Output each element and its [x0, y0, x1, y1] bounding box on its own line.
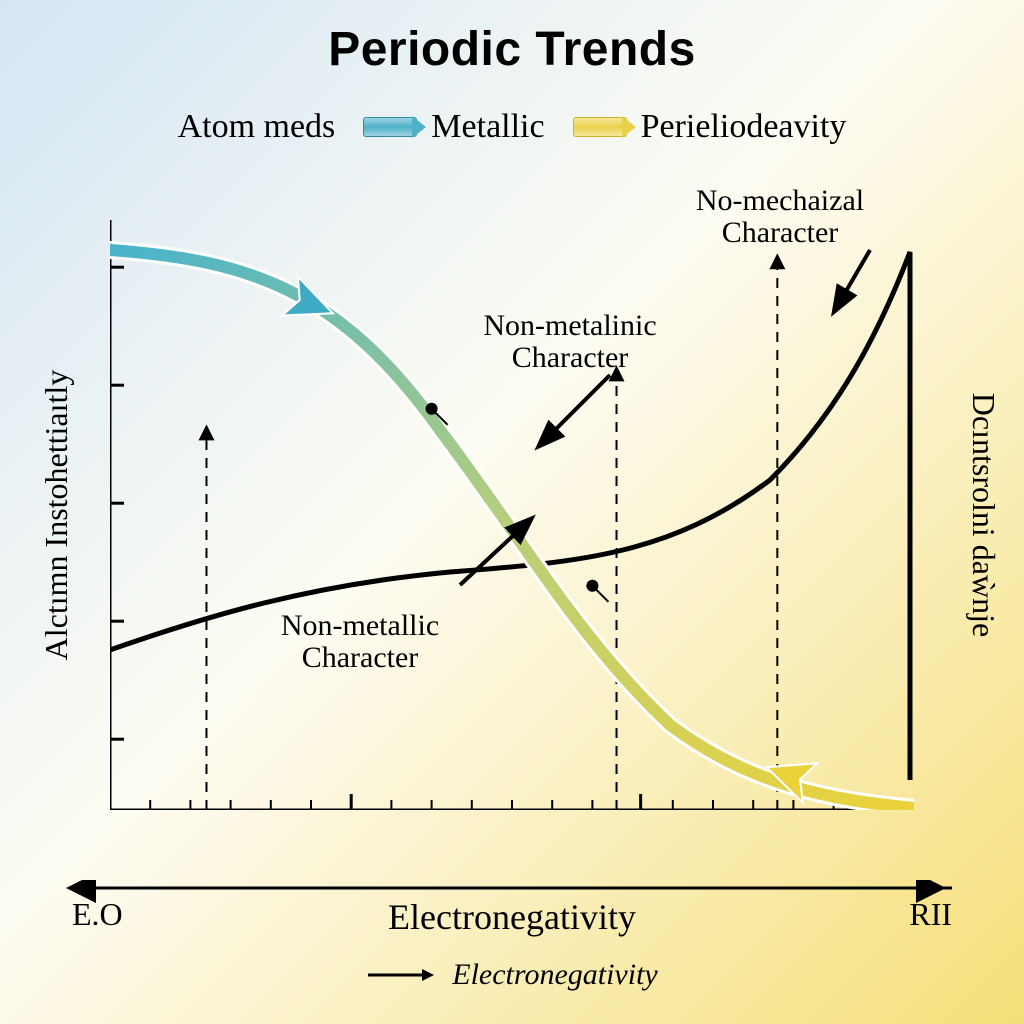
annotation-no-mechaizal: No-mechaizalCharacter [650, 185, 910, 248]
x-axis-title: Electronegativity [0, 896, 1024, 938]
chart-canvas: Periodic Trends Atom meds Metallic Perie… [0, 0, 1024, 1024]
footnote-text: Electronegativity [452, 958, 657, 992]
legend-item-0: Atom meds [178, 108, 336, 146]
legend-swatch-metallic [363, 117, 417, 137]
legend-label: Metallic [431, 108, 544, 146]
legend-label: Atom meds [178, 108, 336, 146]
legend-item-1: Metallic [363, 108, 544, 146]
annotation-non-metalinic: Non-metalinicCharacter [440, 310, 700, 373]
annotation-non-metallic: Non-metallicCharacter [230, 610, 490, 673]
footnote-arrow-icon [366, 965, 436, 985]
legend-label: Perieliodeavity [641, 108, 847, 146]
legend-item-2: Perieliodeavity [573, 108, 847, 146]
footnote: Electronegativity [0, 958, 1024, 992]
chart-title: Periodic Trends [0, 22, 1024, 77]
legend-swatch-peri [573, 117, 627, 137]
y-axis-right-label: Dcıntsrolni daẁnje [965, 220, 1002, 810]
legend: Atom meds Metallic Perieliodeavity [0, 108, 1024, 146]
y-axis-left-label: Alctımn Instohettiaıtly [38, 220, 75, 810]
